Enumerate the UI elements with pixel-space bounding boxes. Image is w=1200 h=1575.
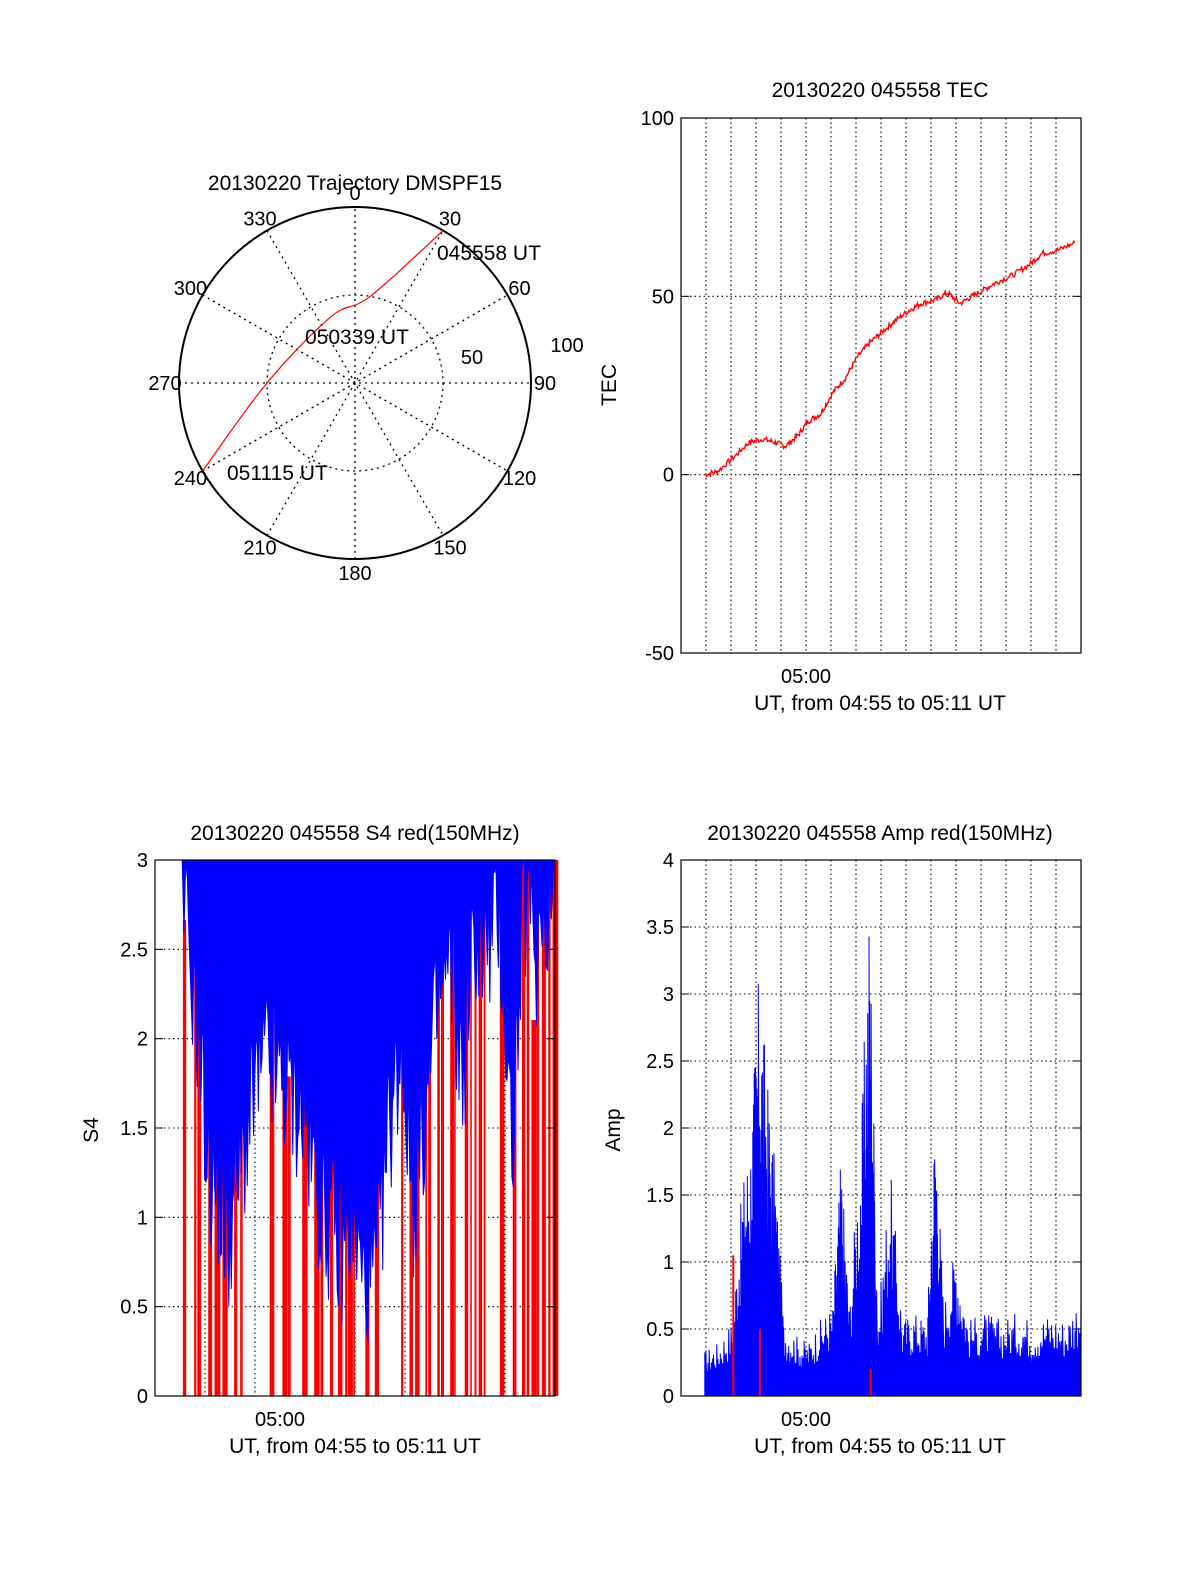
- panel-amp: 20130220 045558 Amp red(150MHz) 0 0.5 1 1.5…: [602, 822, 1082, 1458]
- amp-red-spike-1: [758, 1329, 761, 1396]
- polar-angle-labels: 0 30 60 90 120 150 180 210 240 270 300 330: [148, 183, 556, 585]
- amp-x-tick-0500: 05:00: [781, 1409, 831, 1431]
- tec-ylabel: TEC: [598, 364, 621, 406]
- amp-ylabel: Amp: [602, 1108, 625, 1151]
- y-tick-0.5: 0.5: [646, 1319, 674, 1341]
- trajectory-annotation-start: 045558 UT: [437, 242, 541, 265]
- s4-red-spike-9: [282, 1033, 288, 1396]
- panel-tec: 20130220 045558 TEC -50 0 50 100 05:00 UT, …: [598, 79, 1082, 715]
- s4-red-spike-8: [269, 860, 275, 1396]
- y-tick-2.5: 2.5: [120, 939, 148, 961]
- y-tick-4: 4: [663, 850, 674, 872]
- trajectory-annotation-mid: 050339 UT: [305, 326, 409, 349]
- polar-grid-spoke-150: [266, 230, 444, 536]
- s4-red-spike-34: [483, 860, 486, 1396]
- tec-y-ticks: -50 0 50 100: [641, 108, 1081, 665]
- s4-red-spike-27: [441, 860, 444, 1396]
- s4-blue-area: [178, 859, 556, 1343]
- y-tick-1: 1: [663, 1252, 674, 1274]
- s4-title: 20130220 045558 S4 red(150MHz): [190, 822, 519, 845]
- s4-red-spike-29: [454, 912, 456, 1396]
- tec-series-line: [704, 239, 1076, 478]
- amp-y-ticks: 0 0.5 1 1.5 2 2.5 3 3.5 4: [646, 850, 1081, 1408]
- s4-red-spike-28: [450, 860, 454, 1396]
- s4-red-spike-32: [474, 860, 477, 1396]
- polar-angle-label-150: 150: [433, 538, 466, 560]
- s4-red-spike-38: [526, 860, 530, 1396]
- s4-red-spike-35: [499, 860, 505, 1396]
- polar-angle-label-330: 330: [243, 208, 276, 230]
- tec-x-tick-0500: 05:00: [781, 666, 831, 688]
- panel-s4: 20130220 045558 S4 red(150MHz) 0 0.5 1 1.5 2…: [80, 822, 559, 1458]
- y-tick-100: 100: [641, 108, 674, 130]
- s4-y-ticks: 0 0.5 1 1.5 2 2.5 3: [120, 850, 555, 1408]
- s4-xlabel: UT, from 04:55 to 05:11 UT: [229, 1435, 481, 1458]
- polar-radial-label-100: 100: [550, 335, 583, 357]
- s4-red-spike-40: [537, 860, 540, 1396]
- trajectory-annotation-end: 051115 UT: [227, 462, 328, 485]
- polar-angle-label-120: 120: [503, 468, 536, 490]
- tec-title: 20130220 045558 TEC: [772, 79, 989, 102]
- s4-red-spike-11: [302, 860, 308, 1396]
- y-tick--50: -50: [645, 643, 674, 665]
- y-tick-2: 2: [663, 1118, 674, 1140]
- polar-angle-label-0: 0: [349, 183, 360, 205]
- s4-red-spike-26: [437, 860, 440, 1396]
- s4-ylabel: S4: [80, 1117, 103, 1143]
- s4-red-spike-37: [521, 860, 526, 1396]
- y-tick-2: 2: [137, 1029, 148, 1051]
- tec-xlabel: UT, from 04:55 to 05:11 UT: [754, 692, 1006, 715]
- panel-trajectory: 20130220 Trajectory DMSPF15 0 30 60 90 120 15…: [148, 172, 583, 585]
- polar-radial-label-50: 50: [461, 347, 483, 369]
- s4-red-spike-25: [428, 860, 431, 1396]
- y-tick-1: 1: [137, 1207, 148, 1229]
- polar-angle-label-270: 270: [148, 373, 181, 395]
- amp-title: 20130220 045558 Amp red(150MHz): [707, 822, 1053, 845]
- polar-angle-label-240: 240: [174, 468, 207, 490]
- amp-blue-area: [704, 936, 1082, 1397]
- s4-red-spike-1: [194, 860, 197, 1396]
- s4-red-spike-0: [182, 920, 187, 1396]
- amp-red-spike-2: [869, 1369, 872, 1396]
- polar-angle-label-60: 60: [508, 278, 530, 300]
- tec-grid: [681, 118, 1081, 653]
- y-tick-3.5: 3.5: [646, 917, 674, 939]
- s4-red-spike-2: [197, 860, 202, 1396]
- s4-red-spike-23: [415, 1086, 420, 1396]
- s4-red-spike-30: [464, 860, 469, 1396]
- y-tick-2.5: 2.5: [646, 1051, 674, 1073]
- y-tick-1.5: 1.5: [120, 1118, 148, 1140]
- s4-red-spike-33: [478, 860, 483, 1396]
- y-tick-0: 0: [663, 465, 674, 487]
- amp-red-spike-0: [732, 1255, 735, 1396]
- s4-red-spike-10: [287, 1076, 291, 1396]
- y-tick-0: 0: [663, 1386, 674, 1408]
- polar-angle-label-30: 30: [439, 208, 461, 230]
- polar-angle-label-210: 210: [243, 538, 276, 560]
- trajectory-title: 20130220 Trajectory DMSPF15: [208, 172, 502, 195]
- s4-red-spike-3: [208, 1121, 213, 1396]
- y-tick-0: 0: [137, 1386, 148, 1408]
- s4-red-spike-31: [470, 860, 472, 1396]
- amp-xlabel: UT, from 04:55 to 05:11 UT: [754, 1435, 1006, 1458]
- polar-angle-label-90: 90: [534, 373, 556, 395]
- y-tick-3: 3: [663, 984, 674, 1006]
- polar-angle-label-180: 180: [338, 563, 371, 585]
- polar-angle-label-300: 300: [174, 278, 207, 300]
- y-tick-1.5: 1.5: [646, 1185, 674, 1207]
- y-tick-50: 50: [652, 286, 674, 308]
- tec-plot-frame: [680, 117, 1082, 654]
- s4-red-spike-41: [541, 860, 546, 1396]
- s4-red-spike-21: [401, 860, 404, 1396]
- trajectory-line: [202, 230, 444, 472]
- polar-outer-circle: [178, 206, 532, 560]
- y-tick-3: 3: [137, 850, 148, 872]
- y-tick-0.5: 0.5: [120, 1297, 148, 1319]
- amp-red-spikes: [732, 1255, 872, 1396]
- s4-red-spike-39: [531, 1020, 537, 1396]
- s4-x-tick-0500: 05:00: [255, 1409, 305, 1431]
